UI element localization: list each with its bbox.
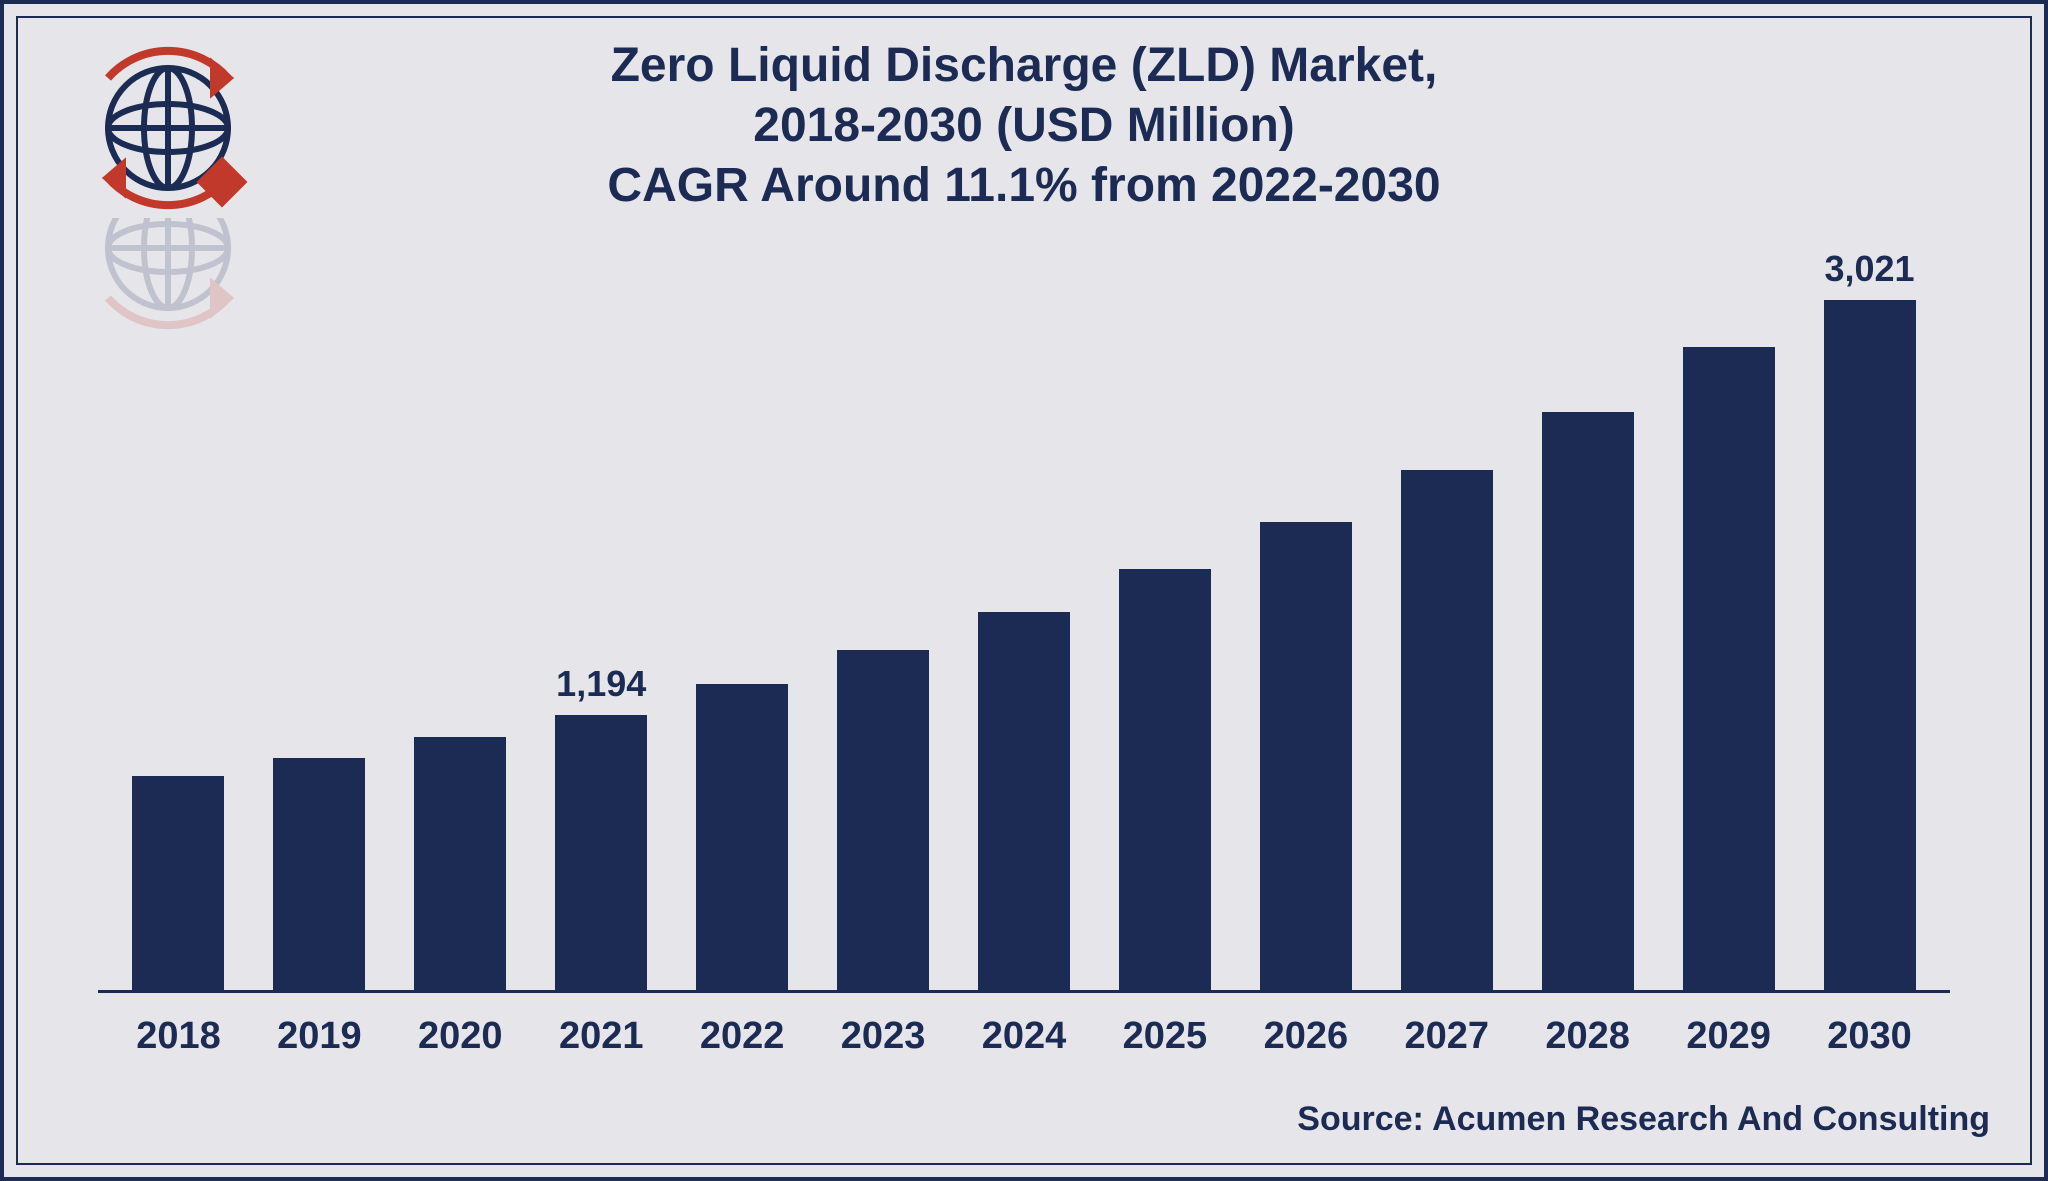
bar-slot [390, 248, 531, 993]
x-axis-line [98, 990, 1950, 993]
bar [273, 758, 365, 993]
bar [837, 650, 929, 993]
x-tick-label: 2025 [1094, 1015, 1235, 1058]
bar-value-label: 3,021 [1824, 248, 1914, 290]
bar [696, 684, 788, 993]
bar-slot [954, 248, 1095, 993]
bar [1401, 470, 1493, 993]
bar-slot [1235, 248, 1376, 993]
bar [555, 715, 647, 993]
bar-slot: 3,021 [1799, 248, 1940, 993]
title-line-3: CAGR Around 11.1% from 2022-2030 [18, 156, 2030, 216]
outer-frame: Zero Liquid Discharge (ZLD) Market, 2018… [0, 0, 2048, 1181]
bar [1824, 300, 1916, 993]
x-tick-label: 2018 [108, 1015, 249, 1058]
bar [1683, 347, 1775, 993]
title-line-2: 2018-2030 (USD Million) [18, 96, 2030, 156]
bar [1542, 412, 1634, 993]
x-tick-label: 2023 [813, 1015, 954, 1058]
bar-slot [1376, 248, 1517, 993]
x-axis-labels: 2018201920202021202220232024202520262027… [98, 1015, 1950, 1058]
x-tick-label: 2026 [1235, 1015, 1376, 1058]
bar-slot [249, 248, 390, 993]
chart-title: Zero Liquid Discharge (ZLD) Market, 2018… [18, 36, 2030, 216]
source-attribution: Source: Acumen Research And Consulting [1297, 1100, 1990, 1139]
inner-frame: Zero Liquid Discharge (ZLD) Market, 2018… [16, 16, 2032, 1165]
x-tick-label: 2019 [249, 1015, 390, 1058]
bar-slot [1658, 248, 1799, 993]
bar-slot [1517, 248, 1658, 993]
bar [1119, 569, 1211, 993]
bar-slot [672, 248, 813, 993]
x-tick-label: 2024 [954, 1015, 1095, 1058]
x-tick-label: 2022 [672, 1015, 813, 1058]
bar [1260, 522, 1352, 993]
x-tick-label: 2027 [1376, 1015, 1517, 1058]
bar [414, 737, 506, 993]
bars-container: 1,194 3,021 [98, 248, 1950, 993]
bar [978, 612, 1070, 993]
bar-slot [108, 248, 249, 993]
title-line-1: Zero Liquid Discharge (ZLD) Market, [18, 36, 2030, 96]
x-tick-label: 2030 [1799, 1015, 1940, 1058]
x-tick-label: 2029 [1658, 1015, 1799, 1058]
bar-slot: 1,194 [531, 248, 672, 993]
bar-value-label: 1,194 [556, 663, 646, 705]
bar-chart: 1,194 3,021 [98, 248, 1950, 993]
bar-slot [813, 248, 954, 993]
bar [132, 776, 224, 993]
bar-slot [1094, 248, 1235, 993]
x-tick-label: 2021 [531, 1015, 672, 1058]
x-tick-label: 2020 [390, 1015, 531, 1058]
x-tick-label: 2028 [1517, 1015, 1658, 1058]
